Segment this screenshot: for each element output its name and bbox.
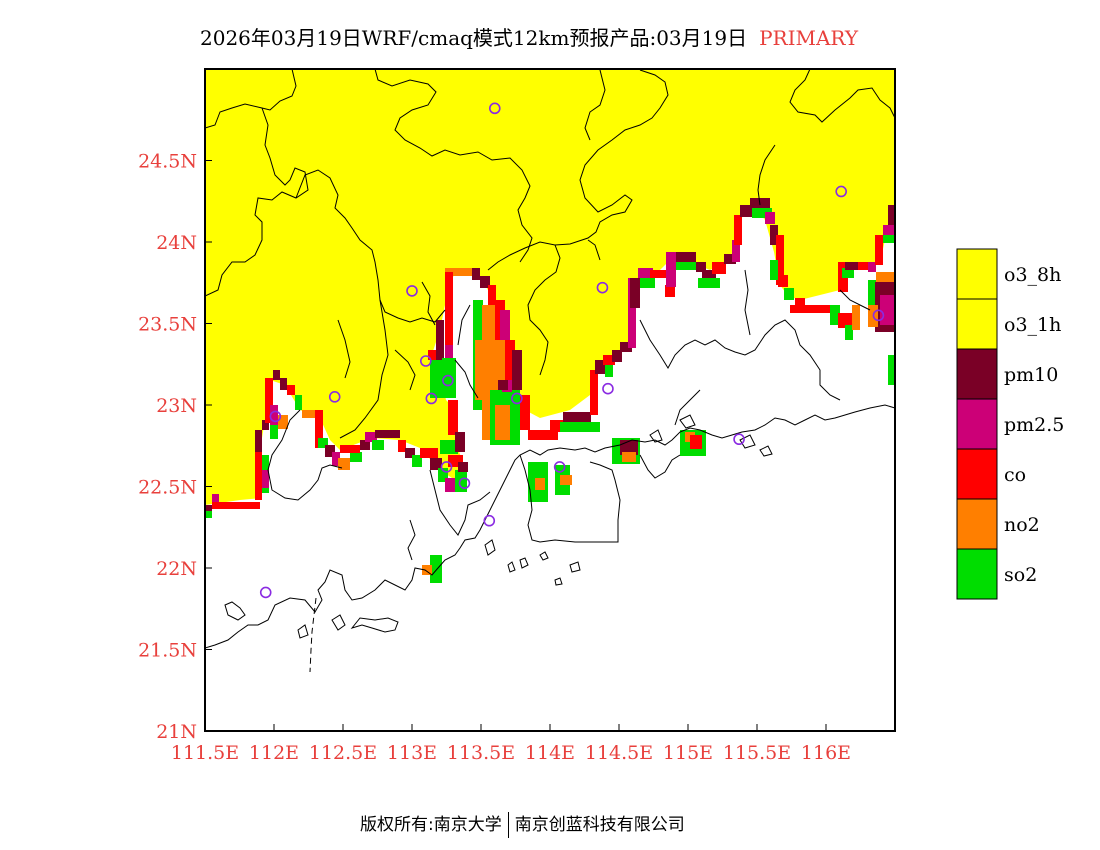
legend-swatch — [956, 348, 998, 400]
city-marker — [511, 392, 523, 405]
lat-tick-label: 24N — [156, 232, 197, 254]
city-marker — [442, 374, 454, 387]
city-marker — [419, 355, 432, 367]
lon-tick-label: 111.5E — [171, 742, 239, 764]
lon-tick-label: 114E — [525, 742, 575, 764]
legend: o3_8h o3_1h pm10 pm2.5 co no2 so2 — [956, 248, 1064, 600]
legend-label: o3_1h — [1004, 314, 1061, 336]
lat-tick-label: 21.5N — [138, 640, 197, 662]
city-marker — [553, 461, 566, 473]
city-marker — [602, 382, 614, 395]
lat-tick-label: 23.5N — [138, 314, 197, 336]
city-marker — [328, 391, 341, 403]
title-tag: PRIMARY — [759, 26, 859, 50]
lon-tick-label: 114.5E — [585, 742, 653, 764]
legend-swatch — [956, 498, 998, 550]
lon-tick-label: 113.5E — [447, 742, 515, 764]
title-main: 2026年03月19日WRF/cmaq模式12km预报产品:03月19日 — [200, 26, 748, 50]
longitude-axis: 111.5E 112E 112.5E 113E 113.5E 114E 114.5E 115E… — [171, 724, 851, 764]
legend-swatch — [956, 548, 998, 600]
lat-tick-label: 21N — [156, 721, 197, 743]
lon-tick-label: 112.5E — [309, 742, 377, 764]
city-marker — [440, 461, 453, 473]
city-marker — [483, 514, 496, 527]
city-marker — [488, 102, 501, 115]
lat-tick-label: 22N — [156, 558, 197, 580]
legend-label: so2 — [1004, 564, 1037, 586]
lat-tick-label: 22.5N — [138, 477, 197, 499]
footer: 版权所有:南京大学 南京创蓝科技有限公司 — [360, 810, 685, 838]
city-marker — [596, 281, 609, 294]
legend-label: o3_8h — [1004, 264, 1061, 286]
lon-tick-label: 116E — [801, 742, 851, 764]
legend-swatch — [956, 248, 998, 300]
lat-tick-label: 24.5N — [138, 151, 197, 173]
city-marker — [458, 477, 471, 490]
city-marker — [733, 433, 745, 446]
city-marker — [872, 309, 885, 322]
city-marker — [835, 185, 847, 198]
lon-tick-label: 115E — [663, 742, 713, 764]
legend-swatch — [956, 398, 998, 450]
chart-title: 2026年03月19日WRF/cmaq模式12km预报产品:03月19日 PRIM… — [200, 22, 858, 51]
legend-swatch — [956, 298, 998, 350]
city-marker — [425, 392, 438, 405]
lat-tick-label: 23N — [156, 395, 197, 417]
footer-separator — [507, 812, 509, 838]
lon-tick-label: 112E — [249, 742, 299, 764]
boundary-lines — [205, 69, 895, 673]
legend-label: pm10 — [1004, 364, 1058, 386]
city-markers — [259, 102, 885, 599]
legend-label: no2 — [1004, 514, 1040, 536]
city-marker — [406, 285, 418, 297]
footer-left: 版权所有:南京大学 — [360, 815, 502, 835]
legend-label: co — [1004, 464, 1026, 486]
legend-label: pm2.5 — [1004, 414, 1064, 436]
lon-tick-label: 113E — [387, 742, 437, 764]
legend-swatch — [956, 448, 998, 500]
pollutant-cells — [205, 198, 895, 583]
latitude-axis: 21N 21.5N 22N 22.5N 23N 23.5N 24N 24.5N — [138, 151, 212, 743]
city-marker — [259, 586, 272, 599]
ozone-region — [205, 69, 895, 505]
map-area — [205, 69, 895, 673]
lon-tick-label: 115.5E — [723, 742, 791, 764]
city-marker — [269, 410, 282, 423]
footer-right: 南京创蓝科技有限公司 — [514, 815, 685, 835]
